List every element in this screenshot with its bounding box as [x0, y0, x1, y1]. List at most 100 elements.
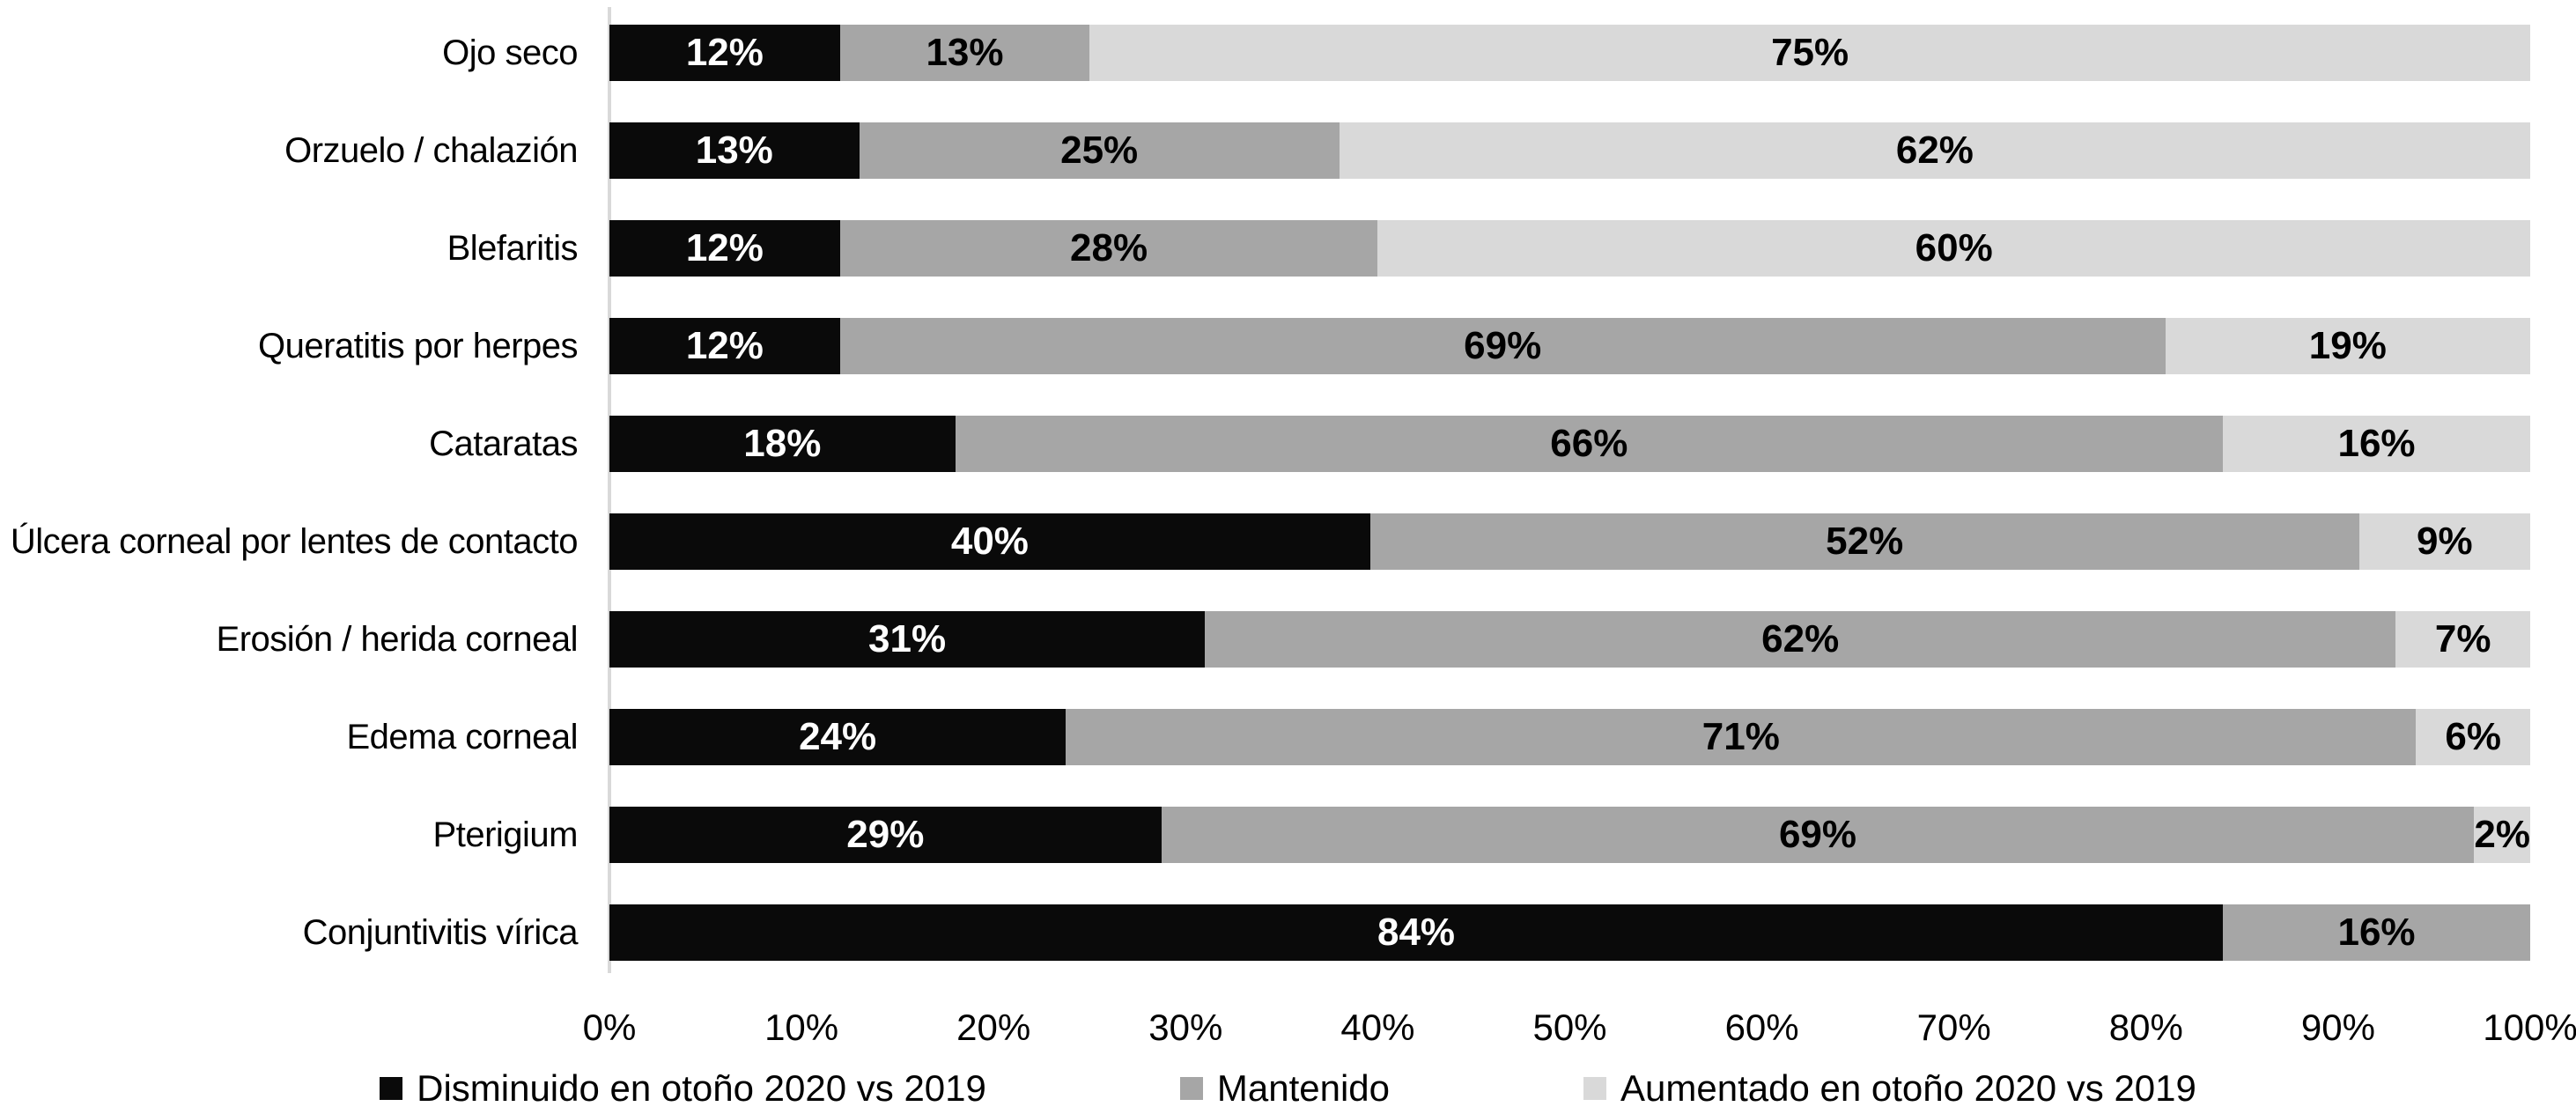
segment-value-label: 6% [2445, 715, 2501, 758]
segment-value-label: 7% [2434, 617, 2491, 660]
bar-row: Cataratas 18% 66% 16% [0, 416, 2530, 472]
segment-value-label: 69% [1464, 324, 1542, 367]
bar-segment: 75% [1089, 25, 2530, 81]
y-axis-line [608, 7, 611, 973]
plot-area: Ojo seco 12% 13% 75% Orzuelo / chalazión 13% 2… [0, 25, 2530, 961]
stacked-bar: 84% 16% [609, 904, 2530, 961]
segment-value-label: 16% [2337, 422, 2416, 465]
segment-value-label: 18% [743, 422, 822, 465]
bar-segment: 18% [609, 416, 956, 472]
legend-label: Disminuido en otoño 2020 vs 2019 [417, 1067, 986, 1109]
category-label: Erosión / herida corneal [216, 619, 579, 659]
legend-swatch [380, 1077, 403, 1100]
bar-segment: 62% [1205, 611, 2396, 668]
legend-label: Mantenido [1216, 1067, 1391, 1109]
segment-value-label: 19% [2308, 324, 2387, 367]
segment-value-label: 69% [1778, 813, 1857, 856]
segment-value-label: 71% [1701, 715, 1780, 758]
x-tick-label: 10% [764, 1007, 839, 1048]
segment-value-label: 60% [1915, 226, 1993, 269]
bar-segment: 16% [2223, 904, 2530, 961]
x-tick-label: 100% [2483, 1007, 2576, 1048]
x-tick-label: 80% [2108, 1007, 2183, 1048]
x-tick-label: 20% [956, 1007, 1031, 1048]
stacked-bar: 12% 69% 19% [609, 318, 2530, 374]
segment-value-label: 2% [2474, 813, 2530, 856]
bar-segment: 52% [1369, 513, 2359, 570]
bar-row: Ojo seco 12% 13% 75% [0, 25, 2530, 81]
segment-value-label: 28% [1070, 226, 1148, 269]
bar-row: Pterigium 29% 69% 2% [0, 807, 2530, 863]
segment-value-label: 62% [1761, 617, 1840, 660]
segment-value-label: 66% [1550, 422, 1628, 465]
legend-swatch [1583, 1077, 1607, 1100]
bar-segment: 62% [1339, 122, 2530, 179]
bar-segment: 69% [1161, 807, 2475, 863]
category-label: Conjuntivitis vírica [302, 912, 579, 952]
bar-segment: 69% [839, 318, 2166, 374]
bar-segment: 29% [609, 807, 1162, 863]
bar-row: Conjuntivitis vírica 84% 16% [0, 904, 2530, 961]
bar-segment: 66% [955, 416, 2224, 472]
legend-label: Aumentado en otoño 2020 vs 2019 [1620, 1067, 2196, 1109]
segment-value-label: 12% [685, 31, 764, 74]
segment-value-label: 16% [2337, 911, 2416, 954]
bar-row: Edema corneal 24% 71% 6% [0, 709, 2530, 765]
x-tick-label: 50% [1532, 1007, 1607, 1048]
legend-item: Mantenido [1179, 1067, 1391, 1110]
category-label: Pterigium [432, 815, 579, 854]
stacked-bar: 24% 71% 6% [609, 709, 2530, 765]
category-label: Orzuelo / chalazión [284, 130, 578, 170]
segment-value-label: 9% [2417, 520, 2473, 563]
segment-value-label: 13% [695, 129, 773, 172]
bar-segment: 19% [2165, 318, 2530, 374]
category-label: Queratitis por herpes [257, 326, 579, 365]
bar-row: Queratitis por herpes 12% 69% 19% [0, 318, 2530, 374]
stacked-bar: 13% 25% 62% [609, 122, 2530, 179]
x-tick-label: 0% [582, 1007, 637, 1048]
bar-segment: 25% [859, 122, 1340, 179]
segment-value-label: 29% [846, 813, 925, 856]
bar-row: Erosión / herida corneal 31% 62% 7% [0, 611, 2530, 668]
legend: Disminuido en otoño 2020 vs 2019 Mantenid… [0, 1067, 2576, 1110]
segment-value-label: 13% [926, 31, 1004, 74]
bar-segment: 6% [2416, 709, 2530, 765]
x-tick-label: 40% [1340, 1007, 1415, 1048]
bar-segment: 24% [609, 709, 1067, 765]
stacked-bar: 29% 69% 2% [609, 807, 2530, 863]
legend-item: Aumentado en otoño 2020 vs 2019 [1583, 1067, 2196, 1110]
bar-segment: 84% [609, 904, 2224, 961]
bar-segment: 28% [839, 220, 1378, 277]
bar-segment: 16% [2223, 416, 2530, 472]
bar-segment: 40% [609, 513, 1370, 570]
bar-segment: 60% [1377, 220, 2530, 277]
segment-value-label: 40% [950, 520, 1029, 563]
segment-value-label: 75% [1771, 31, 1849, 74]
bar-segment: 7% [2395, 611, 2530, 668]
category-label: Cataratas [429, 424, 578, 463]
legend-swatch [1179, 1077, 1203, 1100]
segment-value-label: 84% [1377, 911, 1456, 954]
segment-value-label: 25% [1060, 129, 1139, 172]
bar-segment: 12% [609, 25, 840, 81]
category-label: Úlcera corneal por lentes de contacto [10, 521, 579, 561]
x-tick-label: 60% [1724, 1007, 1799, 1048]
x-tick-label: 70% [1916, 1007, 1991, 1048]
x-tick-label: 30% [1148, 1007, 1223, 1048]
category-label: Ojo seco [442, 33, 578, 72]
bar-row: Úlcera corneal por lentes de contacto 40%… [0, 513, 2530, 570]
segment-value-label: 12% [685, 226, 764, 269]
bar-segment: 31% [609, 611, 1206, 668]
segment-value-label: 31% [868, 617, 947, 660]
bar-row: Blefaritis 12% 28% 60% [0, 220, 2530, 277]
x-tick-label: 90% [2300, 1007, 2375, 1048]
bar-segment: 71% [1066, 709, 2417, 765]
segment-value-label: 52% [1826, 520, 1904, 563]
stacked-bar: 40% 52% 9% [609, 513, 2530, 570]
stacked-bar: 12% 28% 60% [609, 220, 2530, 277]
segment-value-label: 12% [685, 324, 764, 367]
stacked-bar: 18% 66% 16% [609, 416, 2530, 472]
segment-value-label: 62% [1895, 129, 1974, 172]
bar-row: Orzuelo / chalazión 13% 25% 62% [0, 122, 2530, 179]
